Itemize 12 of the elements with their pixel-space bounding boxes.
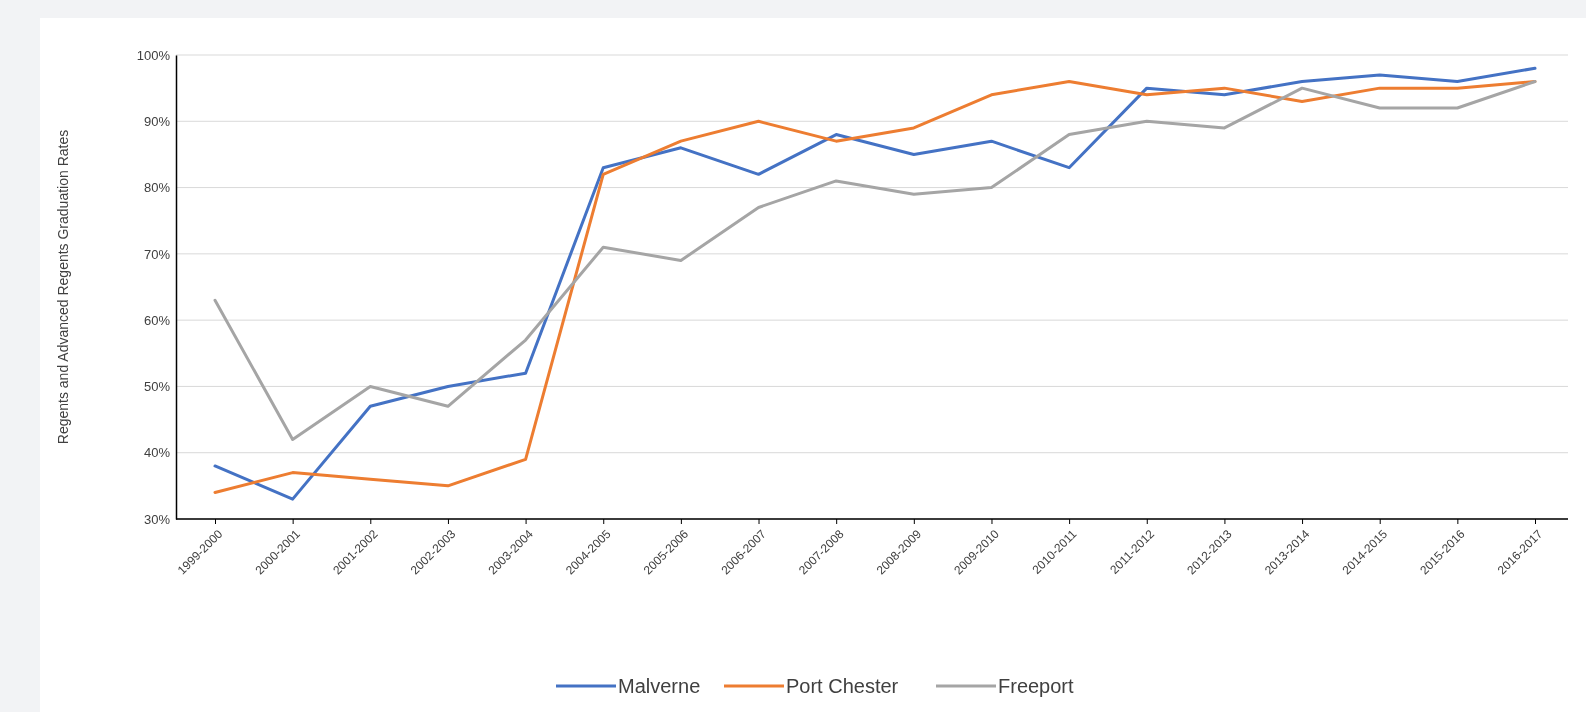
legend-label: Port Chester	[786, 675, 899, 697]
y-tick-label: 100%	[136, 47, 171, 63]
y-tick-label: 80%	[143, 180, 171, 196]
y-tick-label: 60%	[143, 312, 171, 328]
y-axis-title: Regents and Advanced Regents Graduation Rates	[55, 129, 71, 445]
legend-label: Freeport	[998, 675, 1075, 697]
y-tick-label: 50%	[143, 379, 171, 395]
y-tick-label: 40%	[143, 445, 171, 461]
y-tick-label: 30%	[143, 511, 171, 527]
legend-label: Malverne	[618, 675, 701, 697]
y-tick-label: 90%	[143, 113, 171, 129]
y-tick-label: 70%	[143, 246, 171, 262]
